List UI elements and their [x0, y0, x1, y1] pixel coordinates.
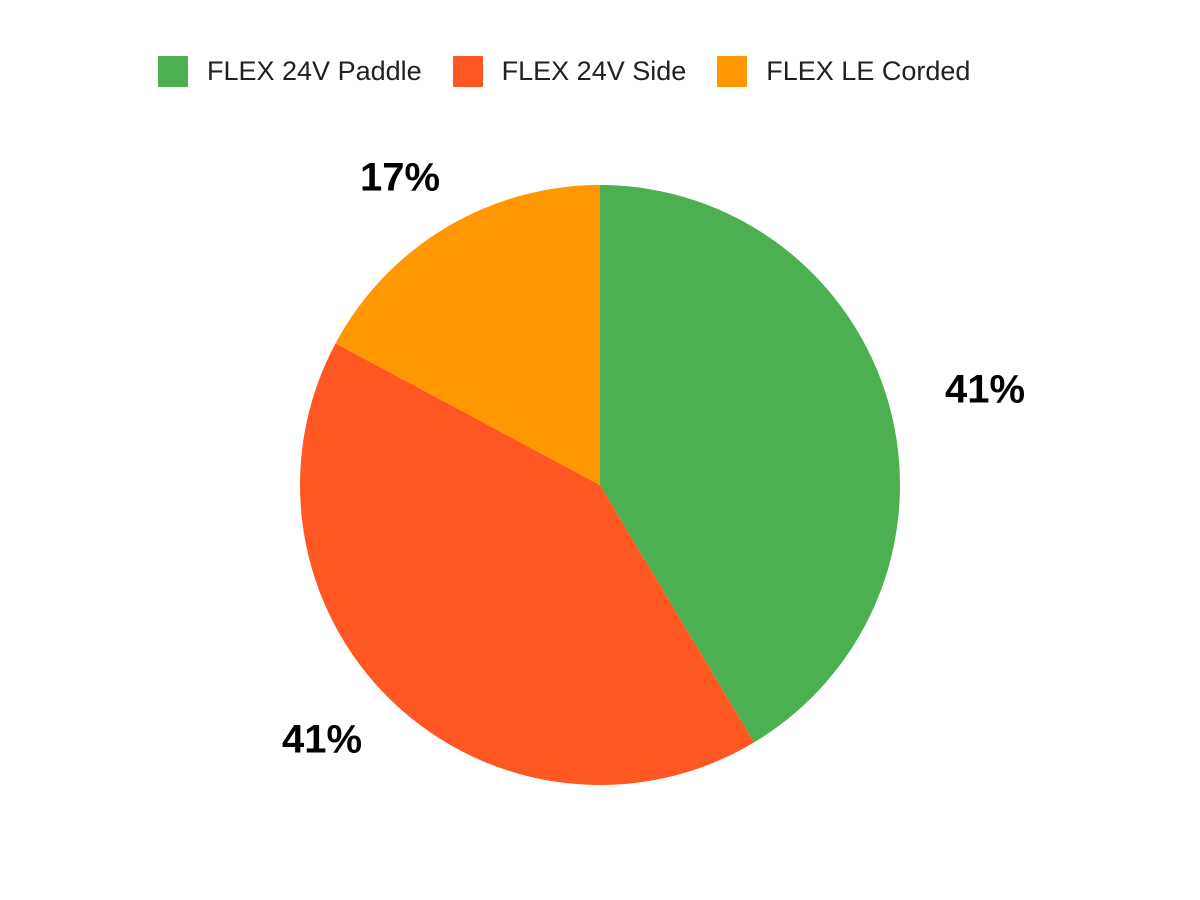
legend-swatch-green [158, 56, 188, 87]
slice-percentage-label-corded: 17% [359, 155, 441, 200]
legend-item-flex-24v-paddle: FLEX 24V Paddle [158, 56, 422, 87]
legend-swatch-red-orange [452, 56, 483, 87]
legend-item-flex-24v-side: FLEX 24V Side [452, 56, 687, 87]
pie-slice-flex-24v-paddle [600, 185, 901, 743]
legend-label: FLEX LE Corded [766, 56, 971, 86]
legend-item-flex-le-corded: FLEX LE Corded [717, 56, 970, 87]
pie-slice-flex-24v-side [299, 343, 755, 786]
pie-slice-flex-le-corded [335, 185, 600, 485]
legend-swatch-orange [717, 56, 748, 87]
legend: FLEX 24V Paddle FLEX 24V Side FLEX LE Co… [158, 56, 970, 87]
legend-label: FLEX 24V Side [501, 56, 687, 86]
legend-label: FLEX 24V Paddle [207, 56, 422, 86]
slice-percentage-label-side: 41% [281, 717, 363, 762]
slice-percentage-label-paddle: 41% [944, 367, 1026, 412]
